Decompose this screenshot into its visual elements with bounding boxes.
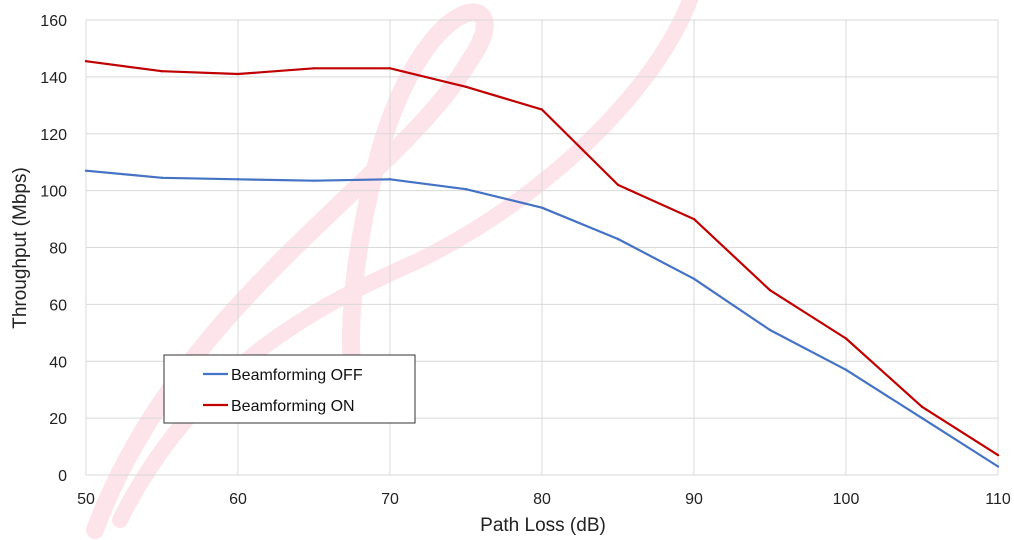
data-point-beamforming-on-80: [540, 108, 544, 111]
y-tick-label-20: 20: [49, 411, 67, 428]
x-tick-label-100: 100: [833, 491, 860, 508]
y-tick-labels: 0 20 40 60 80 100 120 140 160: [40, 13, 67, 485]
data-point-beamforming-off-75: [464, 188, 468, 191]
data-point-beamforming-off-50: [84, 169, 88, 172]
y-tick-label-0: 0: [58, 468, 67, 485]
x-tick-label-50: 50: [77, 491, 95, 508]
data-point-beamforming-off-85: [616, 237, 620, 241]
y-tick-label-120: 120: [40, 127, 67, 144]
x-tick-label-60: 60: [229, 491, 247, 508]
x-tick-label-90: 90: [685, 491, 703, 508]
x-tick-label-70: 70: [381, 491, 399, 508]
data-point-beamforming-on-110: [996, 453, 1000, 457]
data-point-beamforming-off-55: [160, 176, 164, 180]
y-axis-title: Throughput (Mbps): [10, 167, 31, 329]
y-tick-label-140: 140: [40, 70, 67, 87]
data-point-beamforming-off-105: [920, 416, 924, 420]
series-layer: [84, 60, 1000, 468]
data-point-beamforming-on-85: [616, 183, 620, 187]
y-tick-label-80: 80: [49, 241, 67, 258]
legend-label-beamforming-on: Beamforming ON: [231, 398, 355, 415]
data-point-beamforming-on-75: [464, 85, 468, 89]
data-point-beamforming-on-70: [388, 67, 392, 70]
data-point-beamforming-on-55: [160, 69, 164, 73]
data-point-beamforming-on-100: [844, 337, 848, 340]
legend-label-beamforming-off: Beamforming OFF: [231, 367, 363, 384]
x-tick-label-80: 80: [533, 491, 551, 508]
y-tick-label-160: 160: [40, 13, 67, 30]
data-point-beamforming-off-90: [692, 277, 696, 280]
data-point-beamforming-on-50: [84, 60, 88, 63]
watermark-logo: [86, 0, 698, 539]
legend-box: [163, 354, 416, 424]
data-point-beamforming-off-95: [768, 328, 772, 332]
x-tick-labels: 50 60 70 80 90 100 110: [77, 491, 1011, 508]
x-axis-title: Path Loss (dB): [480, 515, 606, 536]
data-point-beamforming-on-95: [768, 288, 772, 292]
y-tick-label-40: 40: [49, 354, 67, 371]
data-point-beamforming-on-105: [920, 405, 924, 408]
y-tick-label-100: 100: [40, 184, 67, 201]
data-point-beamforming-on-60: [236, 72, 240, 76]
data-point-beamforming-off-65: [312, 179, 316, 182]
data-point-beamforming-off-80: [540, 206, 544, 209]
data-point-beamforming-off-100: [844, 368, 848, 371]
y-tick-label-60: 60: [49, 297, 67, 314]
data-point-beamforming-on-65: [312, 67, 316, 70]
data-point-beamforming-off-60: [236, 178, 240, 181]
data-point-beamforming-off-110: [996, 465, 1000, 468]
x-tick-label-110: 110: [985, 491, 1011, 508]
data-point-beamforming-off-70: [388, 178, 392, 181]
legend: Beamforming OFF Beamforming ON: [163, 354, 416, 424]
data-point-beamforming-on-90: [692, 217, 696, 221]
